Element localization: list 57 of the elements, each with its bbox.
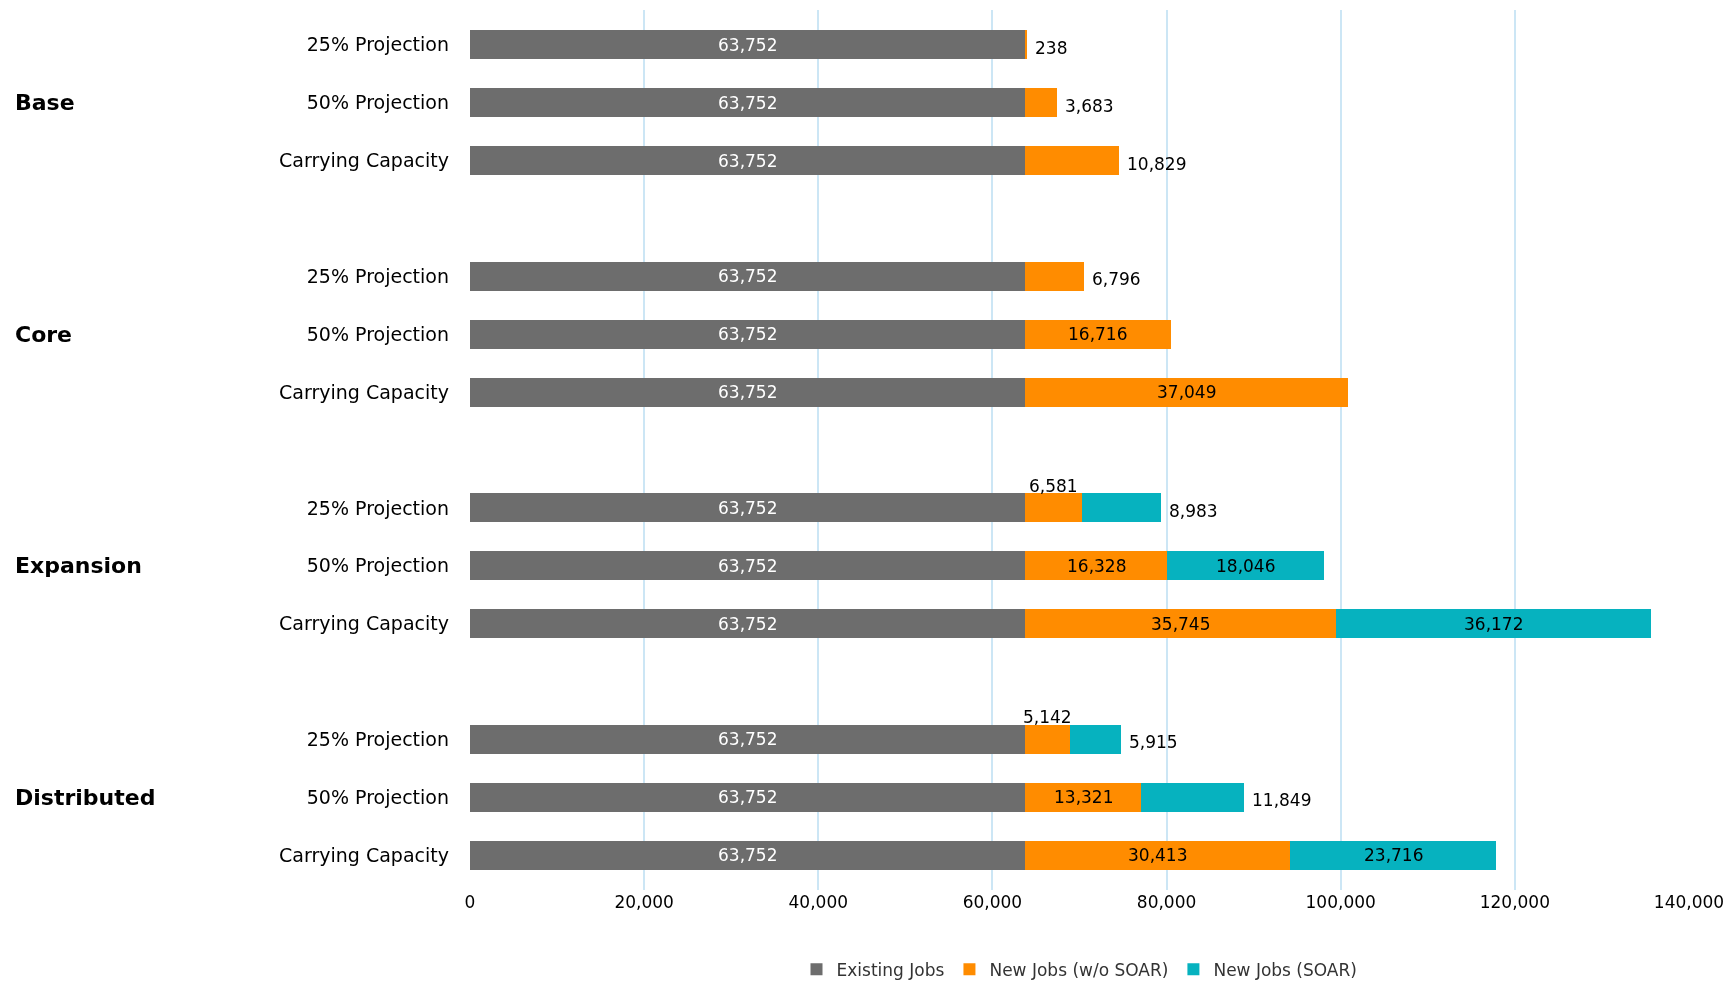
data-label: 8,983 — [1169, 501, 1218, 521]
data-label: 3,683 — [1065, 96, 1114, 116]
legend-label: New Jobs (SOAR) — [1213, 959, 1357, 980]
data-label: 16,716 — [1068, 324, 1128, 344]
y-tick-label: 25% Projection — [306, 496, 449, 519]
data-label: 35,745 — [1151, 614, 1211, 634]
data-label: 63,752 — [718, 787, 778, 807]
data-label: 36,172 — [1464, 614, 1524, 634]
data-label: 63,752 — [718, 151, 778, 171]
x-tick-label: 80,000 — [1136, 892, 1197, 912]
y-tick-label: Carrying Capacity — [279, 149, 449, 172]
data-label: 11,849 — [1252, 790, 1312, 810]
data-label: 63,752 — [718, 614, 778, 634]
data-label: 30,413 — [1128, 845, 1188, 865]
y-tick-label: 25% Projection — [306, 264, 449, 287]
data-label: 63,752 — [718, 556, 778, 576]
data-label: 63,752 — [718, 324, 778, 344]
data-label: 5,142 — [1023, 707, 1072, 727]
data-label: 23,716 — [1364, 845, 1424, 865]
data-label: 63,752 — [718, 845, 778, 865]
y-tick-label: 25% Projection — [306, 33, 449, 56]
data-label: 18,046 — [1216, 556, 1276, 576]
y-tick-label: 50% Projection — [306, 554, 449, 577]
x-tick-label: 140,000 — [1653, 892, 1725, 912]
data-label: 238 — [1035, 38, 1068, 58]
x-tick-label: 100,000 — [1305, 892, 1376, 912]
data-label: 63,752 — [718, 382, 778, 402]
x-tick-label: 40,000 — [788, 892, 849, 912]
data-label: 16,328 — [1067, 556, 1127, 576]
y-tick-label: 50% Projection — [306, 322, 449, 345]
legend-label: New Jobs (w/o SOAR) — [989, 959, 1169, 980]
data-label: 63,752 — [718, 498, 778, 518]
data-label: 10,829 — [1127, 154, 1187, 174]
data-label: 5,915 — [1129, 732, 1178, 752]
data-label: 63,752 — [718, 729, 778, 749]
y-tick-label: Carrying Capacity — [279, 843, 449, 866]
x-tick-label: 120,000 — [1479, 892, 1551, 912]
x-tick-label: 20,000 — [614, 892, 674, 912]
data-label: 13,321 — [1054, 787, 1114, 807]
data-label: 37,049 — [1157, 382, 1217, 402]
y-tick-label: 25% Projection — [306, 728, 449, 751]
text: Core — [15, 322, 73, 347]
text: Expansion — [15, 553, 142, 578]
y-tick-label: 50% Projection — [306, 786, 449, 809]
text: Distributed — [15, 785, 156, 810]
y-tick-label: 50% Projection — [306, 91, 449, 114]
data-label: 6,796 — [1092, 269, 1141, 289]
data-label: 63,752 — [718, 266, 778, 286]
text: Base — [15, 90, 75, 115]
data-label: 63,752 — [718, 93, 778, 113]
x-tick-label: 0 — [464, 892, 476, 912]
y-tick-label: Carrying Capacity — [279, 612, 449, 635]
y-tick-label: Carrying Capacity — [279, 380, 449, 403]
data-label: 63,752 — [718, 35, 778, 55]
x-tick-label: 60,000 — [962, 892, 1023, 912]
data-label: 6,581 — [1029, 476, 1078, 496]
legend-label: Existing Jobs — [836, 959, 945, 980]
